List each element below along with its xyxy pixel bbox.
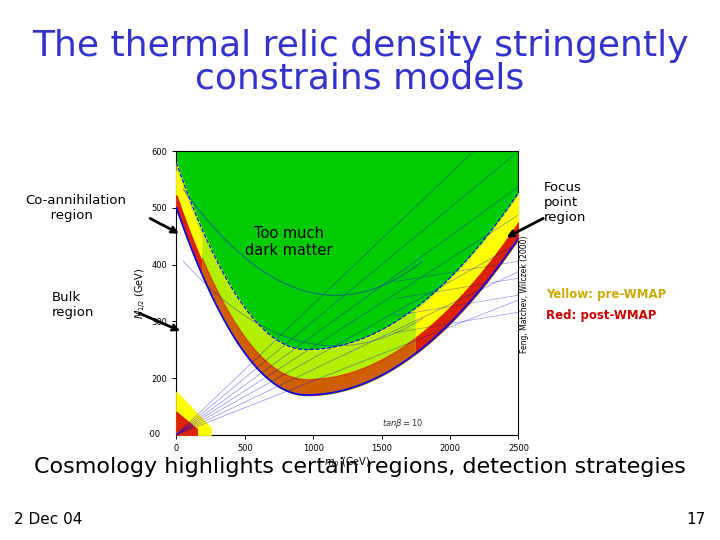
Text: ·00: ·00 [147, 430, 160, 439]
Text: The thermal relic density stringently: The thermal relic density stringently [32, 29, 688, 63]
Text: Too much
dark matter: Too much dark matter [245, 226, 333, 258]
Text: 17: 17 [686, 511, 706, 526]
Text: Bulk
region: Bulk region [52, 291, 94, 319]
Text: constrains models: constrains models [195, 62, 525, 95]
Y-axis label: $M_{1/2}$ (GeV): $M_{1/2}$ (GeV) [134, 267, 149, 319]
Text: $tan\beta=10$: $tan\beta=10$ [382, 417, 423, 430]
Text: Yellow: pre-WMAP: Yellow: pre-WMAP [546, 288, 666, 301]
Text: Focus
point
region: Focus point region [544, 181, 586, 224]
Text: 2 Dec 04: 2 Dec 04 [14, 511, 83, 526]
X-axis label: $m_0$ (GeV): $m_0$ (GeV) [324, 456, 371, 469]
Text: Co-annihilation
      region: Co-annihilation region [25, 194, 126, 222]
Text: Feng, Matchev, Wilczek (2000): Feng, Matchev, Wilczek (2000) [520, 235, 528, 353]
Text: Cosmology highlights certain regions, detection strategies: Cosmology highlights certain regions, de… [34, 457, 686, 477]
Text: Red: post-WMAP: Red: post-WMAP [546, 309, 656, 322]
